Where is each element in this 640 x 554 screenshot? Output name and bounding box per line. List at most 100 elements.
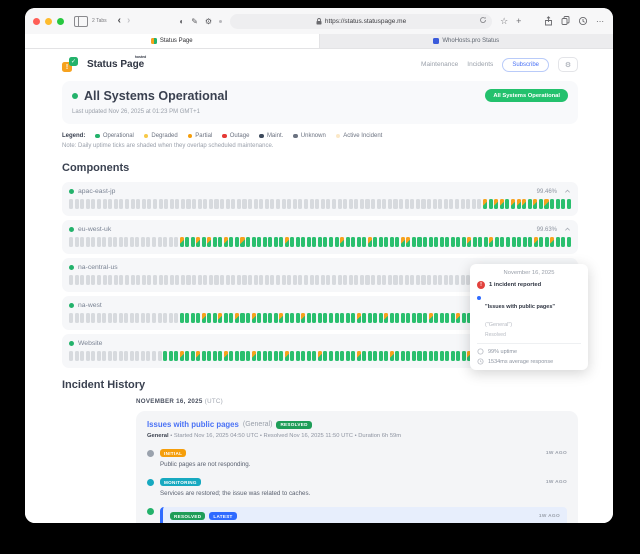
uptime-tick[interactable] <box>460 275 465 285</box>
uptime-tick[interactable] <box>494 237 499 247</box>
uptime-tick[interactable] <box>157 237 162 247</box>
forward-button[interactable]: › <box>127 15 131 26</box>
uptime-tick[interactable] <box>270 275 275 285</box>
uptime-tick[interactable] <box>102 275 107 285</box>
uptime-tick[interactable] <box>136 275 141 285</box>
uptime-tick[interactable] <box>273 237 278 247</box>
incident-title-link[interactable]: Issues with public pages <box>147 420 239 429</box>
uptime-tick[interactable] <box>511 237 516 247</box>
uptime-tick[interactable] <box>434 313 439 323</box>
tab-whohosts[interactable]: WhoHosts.pro Status <box>319 34 613 48</box>
uptime-tick[interactable] <box>129 351 134 361</box>
uptime-tick[interactable] <box>180 275 185 285</box>
uptime-tick[interactable] <box>343 275 348 285</box>
uptime-tick[interactable] <box>259 199 264 209</box>
uptime-tick[interactable] <box>328 237 333 247</box>
uptime-tick[interactable] <box>348 275 353 285</box>
uptime-tick[interactable] <box>102 237 107 247</box>
uptime-tick[interactable] <box>185 313 190 323</box>
uptime-tick[interactable] <box>179 313 184 323</box>
uptime-tick[interactable] <box>124 199 130 209</box>
copy-icon[interactable] <box>561 16 570 26</box>
uptime-tick[interactable] <box>516 199 521 209</box>
uptime-tick[interactable] <box>517 237 522 247</box>
uptime-tick[interactable] <box>371 199 376 209</box>
uptime-tick[interactable] <box>384 313 389 323</box>
uptime-tick[interactable] <box>214 199 219 209</box>
uptime-tick[interactable] <box>365 275 370 285</box>
reload-icon[interactable] <box>479 16 487 24</box>
uptime-tick[interactable] <box>445 237 450 247</box>
uptime-tick[interactable] <box>108 199 113 209</box>
uptime-tick[interactable] <box>113 313 118 323</box>
uptime-tick[interactable] <box>273 313 278 323</box>
uptime-tick[interactable] <box>275 275 281 285</box>
uptime-tick[interactable] <box>130 199 135 209</box>
uptime-tick[interactable] <box>85 199 90 209</box>
uptime-tick[interactable] <box>359 275 364 285</box>
uptime-tick[interactable] <box>80 237 85 247</box>
uptime-tick[interactable] <box>295 351 300 361</box>
uptime-tick[interactable] <box>253 275 258 285</box>
uptime-tick[interactable] <box>522 237 527 247</box>
uptime-tick[interactable] <box>192 275 197 285</box>
uptime-tick[interactable] <box>147 275 152 285</box>
uptime-tick[interactable] <box>362 313 367 323</box>
uptime-tick[interactable] <box>399 275 404 285</box>
uptime-tick[interactable] <box>439 313 444 323</box>
uptime-tick[interactable] <box>91 237 96 247</box>
uptime-tick[interactable] <box>489 237 494 247</box>
uptime-tick[interactable] <box>566 199 571 209</box>
uptime-tick[interactable] <box>538 199 543 209</box>
uptime-tick[interactable] <box>466 275 471 285</box>
uptime-tick[interactable] <box>242 275 247 285</box>
uptime-tick[interactable] <box>163 237 168 247</box>
uptime-tick[interactable] <box>561 237 566 247</box>
uptime-tick[interactable] <box>279 351 284 361</box>
uptime-tick[interactable] <box>362 351 367 361</box>
uptime-tick[interactable] <box>483 237 488 247</box>
uptime-tick[interactable] <box>96 351 101 361</box>
uptime-tick[interactable] <box>207 313 212 323</box>
uptime-tick[interactable] <box>395 237 400 247</box>
uptime-tick[interactable] <box>223 351 228 361</box>
uptime-tick[interactable] <box>270 199 275 209</box>
uptime-tick[interactable] <box>539 237 544 247</box>
uptime-tick[interactable] <box>410 199 415 209</box>
uptime-tick[interactable] <box>345 351 350 361</box>
uptime-tick[interactable] <box>281 199 286 209</box>
uptime-tick[interactable] <box>494 199 499 209</box>
uptime-tick[interactable] <box>488 199 493 209</box>
uptime-tick[interactable] <box>365 199 370 209</box>
uptime-tick[interactable] <box>345 313 350 323</box>
uptime-tick[interactable] <box>376 275 381 285</box>
uptime-tick[interactable] <box>119 199 124 209</box>
uptime-tick[interactable] <box>190 313 195 323</box>
uptime-tick[interactable] <box>445 313 450 323</box>
uptime-tick[interactable] <box>234 237 239 247</box>
uptime-tick[interactable] <box>212 237 217 247</box>
uptime-tick[interactable] <box>410 275 415 285</box>
subscribe-button[interactable]: Subscribe <box>502 57 549 72</box>
uptime-tick[interactable] <box>152 275 157 285</box>
uptime-tick[interactable] <box>246 313 251 323</box>
uptime-tick[interactable] <box>208 199 213 209</box>
uptime-tick[interactable] <box>295 313 300 323</box>
uptime-tick[interactable] <box>179 237 184 247</box>
uptime-tick[interactable] <box>240 313 245 323</box>
uptime-tick[interactable] <box>395 313 400 323</box>
uptime-tick[interactable] <box>351 237 356 247</box>
uptime-tick[interactable] <box>337 199 342 209</box>
uptime-tick[interactable] <box>169 199 174 209</box>
uptime-tick[interactable] <box>439 351 444 361</box>
uptime-tick[interactable] <box>234 313 239 323</box>
uptime-tick[interactable] <box>309 275 314 285</box>
uptime-tick[interactable] <box>197 199 202 209</box>
uptime-tick[interactable] <box>69 313 74 323</box>
uptime-tick[interactable] <box>328 351 333 361</box>
uptime-tick[interactable] <box>102 351 107 361</box>
uptime-tick[interactable] <box>432 199 437 209</box>
uptime-tick[interactable] <box>158 275 163 285</box>
uptime-tick[interactable] <box>185 237 190 247</box>
uptime-tick[interactable] <box>415 199 420 209</box>
